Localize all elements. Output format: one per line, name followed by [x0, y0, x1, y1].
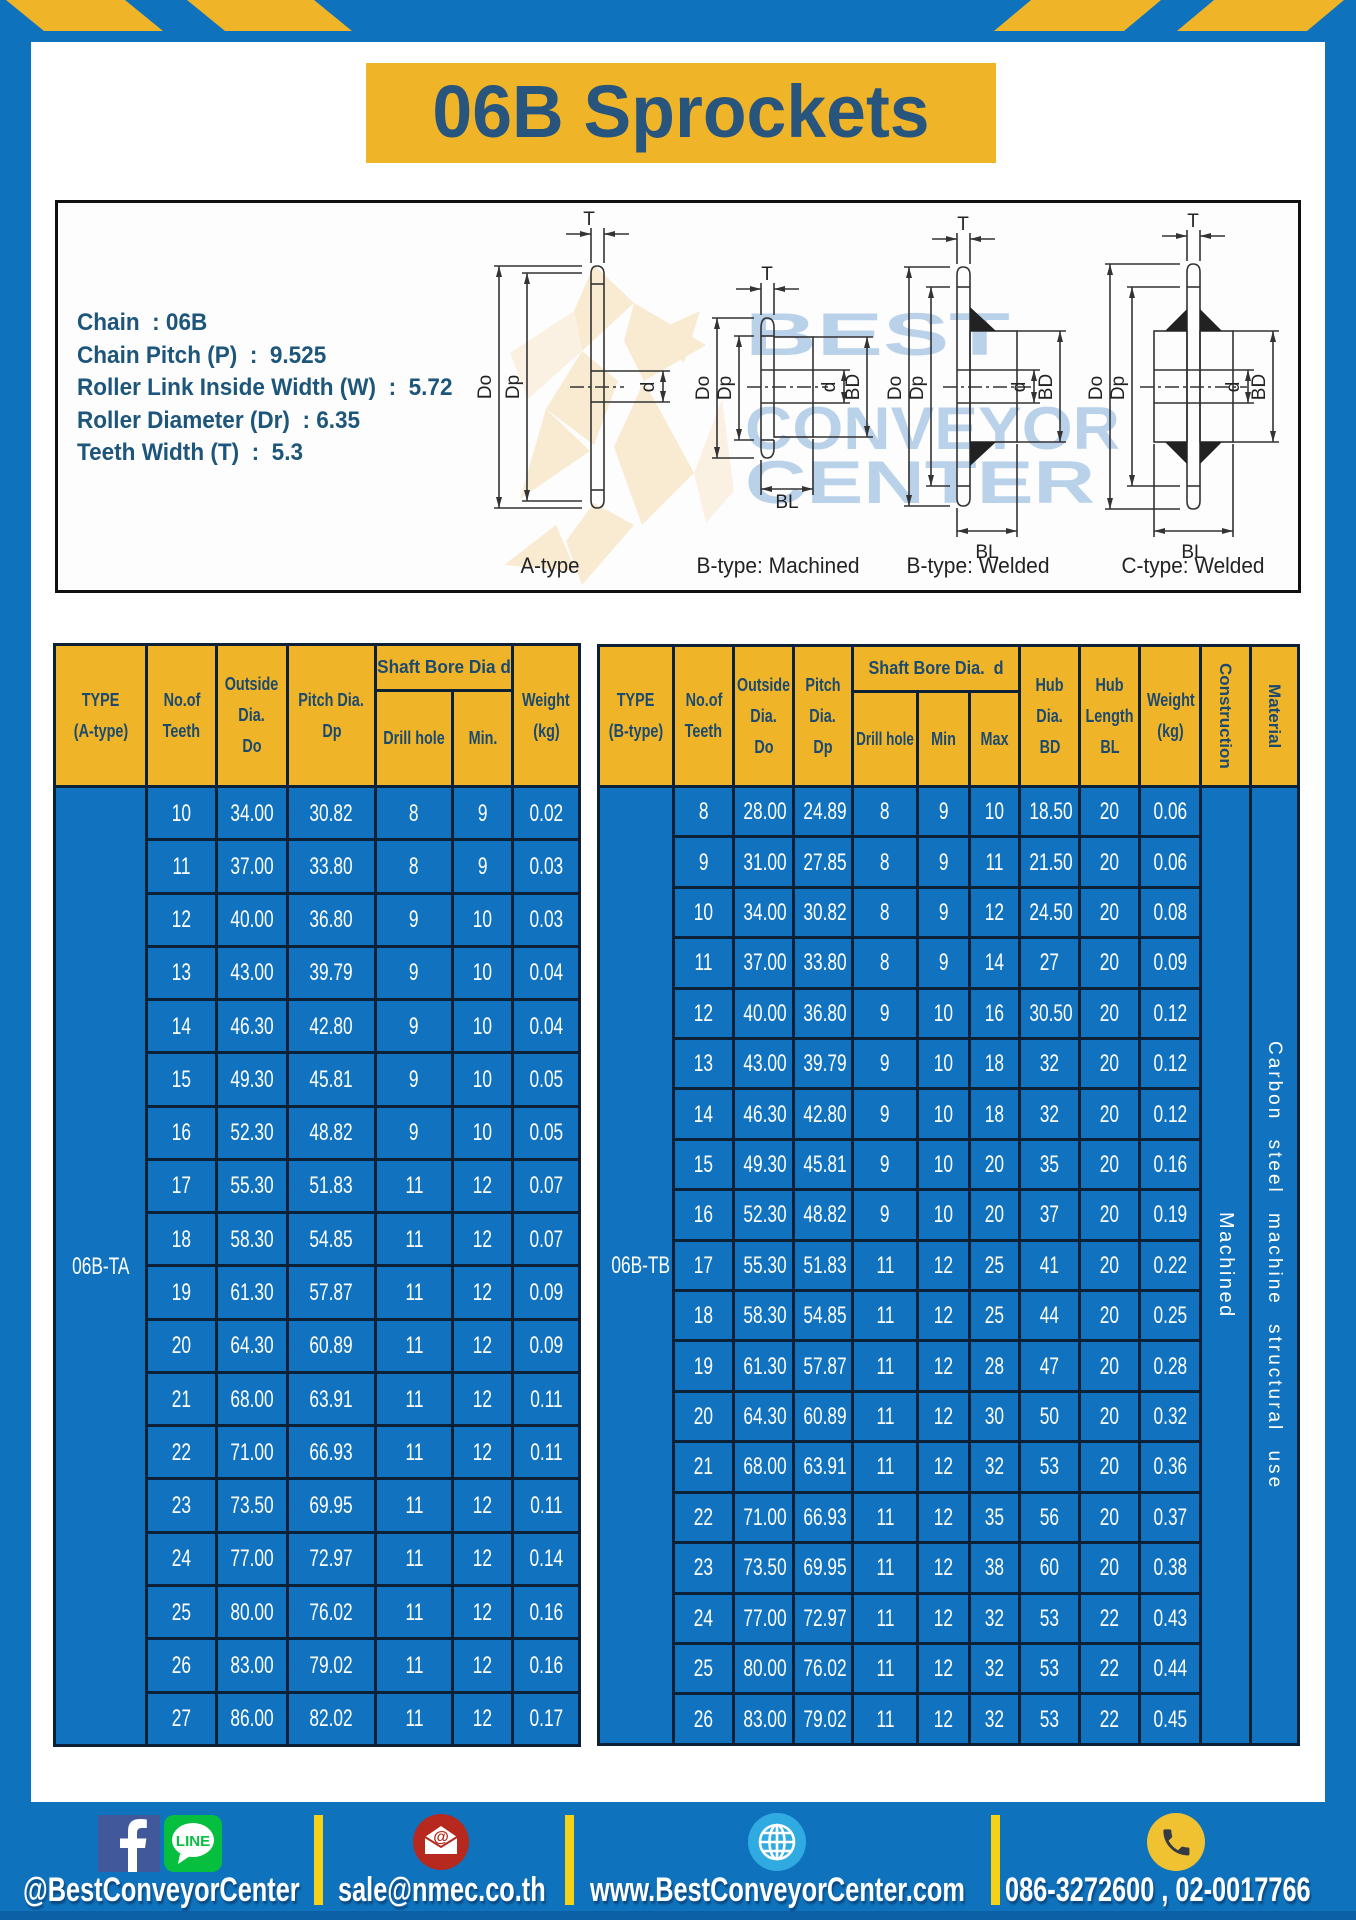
svg-text:CENTER: CENTER [745, 449, 1095, 516]
svg-text:BD: BD [1036, 374, 1057, 400]
svg-text:d: d [819, 382, 840, 393]
svg-text:T: T [957, 214, 969, 235]
svg-text:T: T [1187, 211, 1199, 232]
svg-text:Do: Do [475, 375, 496, 399]
svg-text:d: d [1009, 382, 1030, 393]
svg-text:LINE: LINE [176, 1833, 210, 1850]
svg-text:d: d [1223, 382, 1244, 393]
svg-text:C-type: Welded: C-type: Welded [1122, 553, 1265, 578]
svg-text:T: T [583, 209, 595, 230]
svg-text:Do: Do [885, 376, 906, 400]
svg-text:A-type: A-type [521, 553, 580, 578]
svg-text:Do: Do [1086, 376, 1107, 400]
svg-text:d: d [638, 382, 659, 393]
svg-text:BD: BD [1249, 374, 1270, 400]
svg-text:T: T [761, 264, 773, 285]
svg-text:BEST: BEST [745, 301, 1010, 368]
svg-text:Do: Do [693, 376, 714, 400]
svg-text:Dp: Dp [715, 376, 736, 400]
svg-text:Dp: Dp [1108, 376, 1129, 400]
svg-text:Dp: Dp [907, 376, 928, 400]
svg-text:B-type: Machined: B-type: Machined [697, 553, 860, 578]
svg-text:@: @ [433, 1829, 449, 1846]
svg-text:BL: BL [1181, 542, 1204, 563]
svg-text:B-type: Welded: B-type: Welded [907, 553, 1050, 578]
svg-text:BL: BL [775, 492, 798, 513]
svg-text:Dp: Dp [503, 375, 524, 399]
svg-text:BD: BD [843, 374, 864, 400]
svg-text:BL: BL [975, 542, 998, 563]
